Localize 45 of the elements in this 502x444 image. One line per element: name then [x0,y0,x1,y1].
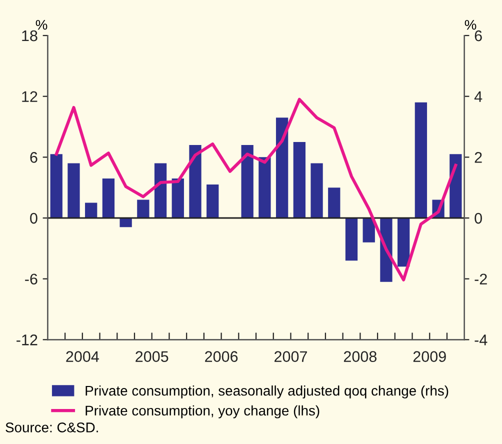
y-tick-label: 0 [30,212,38,224]
bar [258,157,271,218]
bar [293,142,306,218]
y2-tick-label: -2 [474,274,487,284]
bar [362,218,375,242]
y-tick-label: 6 [30,152,38,163]
bar [310,163,323,218]
bar [154,163,167,218]
bar [137,200,150,218]
legend-label: Private consumption, yoy change (lhs) [86,405,320,418]
y-tick-label: 18 [22,30,38,42]
bar [414,102,428,218]
bar [450,154,462,218]
y2-axis-title: % [464,20,476,30]
bar [345,218,358,261]
bar [102,178,115,218]
y2-tick-label: 2 [474,152,482,163]
line-series [54,98,458,282]
bar [50,154,62,218]
bar [241,145,254,218]
y-tick-label: -6 [25,274,38,285]
bar [172,178,184,218]
y2-tick-label: -4 [474,334,488,346]
y2-tick-label: 0 [474,212,482,224]
legend-label: Private consumption, seasonally adjusted qoq change (rhs) [86,385,448,398]
y-tick-label: -12 [16,334,38,346]
x-tick-label: 2004 [66,351,99,362]
x-tick-label: 2008 [344,351,377,362]
y2-tick-label: 6 [474,30,482,42]
bar [398,218,410,267]
bar [68,163,80,218]
x-tick-label: 2005 [136,351,168,362]
bar [85,202,98,218]
bar [206,184,219,218]
y-axis-title: % [36,20,48,30]
y2-tick-label: 4 [474,91,482,102]
x-tick-label: 2007 [274,351,307,362]
y-tick-label: 12 [22,91,38,102]
bar [276,118,288,218]
bar [120,218,132,228]
x-tick-label: 2009 [413,351,446,362]
source-note: Source: C&SD. [6,422,98,432]
bar [328,188,340,218]
x-tick-label: 2006 [205,351,238,362]
bar [189,145,202,218]
